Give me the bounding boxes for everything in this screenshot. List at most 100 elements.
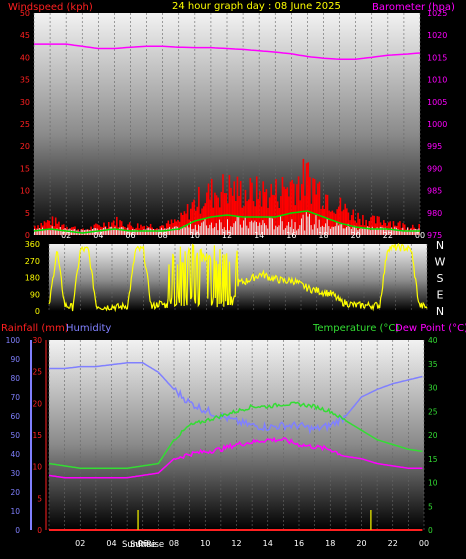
wind-gust-bar xyxy=(183,225,185,235)
wind-gust-bar xyxy=(106,229,108,235)
wind-gust-bar xyxy=(143,229,145,235)
hour-tick: 10 xyxy=(200,539,210,548)
wind-gust-bar xyxy=(138,230,140,235)
bottom-hour-tick-labels: 02 04 06 08 10 12 14 16 18 20 22 00 xyxy=(75,539,429,548)
wind-gust-bar xyxy=(114,226,116,235)
windspeed-bar xyxy=(54,217,57,235)
windspeed-bar xyxy=(331,210,334,235)
windspeed-bar xyxy=(51,216,54,235)
windspeed-bar xyxy=(378,216,380,235)
wind-gust-bar xyxy=(241,227,243,235)
wind-gust-bar xyxy=(357,230,359,235)
wind-gust-bar xyxy=(281,221,283,235)
humidity-tick: 70 xyxy=(10,393,20,402)
windspeed-bar xyxy=(329,211,332,235)
windspeed-bar xyxy=(270,183,273,235)
wind-gust-bar xyxy=(313,224,315,235)
windspeed-bar xyxy=(236,176,239,235)
wind-gust-bar xyxy=(397,229,399,235)
wind-gust-bar xyxy=(259,222,261,235)
wind-gust-bar xyxy=(363,227,365,235)
wind-gust-bar xyxy=(410,228,412,235)
hour-tick: 02 xyxy=(75,539,85,548)
wind-gust-bar xyxy=(111,226,113,235)
wind-gust-bar xyxy=(389,229,391,235)
wind-gust-bar xyxy=(376,227,378,235)
wind-gust-bar xyxy=(307,216,309,235)
wind-gust-bar xyxy=(190,221,192,235)
windspeed-bar xyxy=(346,208,348,235)
wind-gust-bar xyxy=(288,221,290,235)
wind-gust-bar xyxy=(169,226,171,235)
windspeed-bar xyxy=(222,174,224,235)
wind-gust-bar xyxy=(151,229,153,235)
wind-gust-bar xyxy=(116,229,118,235)
wind-gust-bar xyxy=(218,219,220,235)
wind-gust-bar xyxy=(321,225,323,235)
direction-tick: 90 xyxy=(30,290,40,299)
wind-gust-bar xyxy=(267,228,269,235)
windspeed-bar xyxy=(220,191,223,235)
windspeed-bar xyxy=(350,215,353,235)
wind-gust-bar xyxy=(178,230,180,235)
windspeed-bar xyxy=(98,225,100,235)
windspeed-bar xyxy=(326,194,329,235)
windspeed-bar xyxy=(347,212,350,235)
rain-humidity-temp-panel xyxy=(49,340,424,530)
compass-label: W xyxy=(435,256,446,269)
wind-gust-bar xyxy=(107,228,109,235)
wind-gust-bar xyxy=(167,228,169,235)
rainfall-tick: 20 xyxy=(32,399,42,408)
windspeed-bar xyxy=(310,203,313,235)
windspeed-bar xyxy=(389,221,392,235)
wind-gust-bar xyxy=(53,228,55,235)
wind-gust-bar xyxy=(46,229,48,235)
wind-gust-bar xyxy=(254,220,256,235)
wind-gust-bar xyxy=(48,228,50,235)
wind-gust-bar xyxy=(222,228,224,235)
wind-gust-bar xyxy=(383,227,385,235)
wind-gust-bar xyxy=(120,227,122,235)
windspeed-bar xyxy=(276,201,279,235)
windspeed-bar xyxy=(275,179,277,235)
wind-gust-bar xyxy=(252,222,254,235)
wind-gust-bar xyxy=(413,229,415,235)
direction-tick: 180 xyxy=(25,274,40,283)
wind-gust-bar xyxy=(272,218,274,235)
hour-tick: 12 xyxy=(231,539,241,548)
temperature-tick: 30 xyxy=(428,384,438,393)
windspeed-bar xyxy=(294,205,297,235)
windspeed-bar xyxy=(321,205,324,235)
wind-gust-bar xyxy=(196,230,198,235)
windspeed-bar xyxy=(241,207,244,235)
wind-gust-bar xyxy=(54,229,56,235)
windspeed-bar xyxy=(297,176,300,235)
dew-point-line xyxy=(48,436,423,479)
humidity-tick-labels: 0 10 20 30 40 50 60 70 80 90 100 xyxy=(6,336,21,535)
wind-gust-bar xyxy=(336,222,338,235)
wind-gust-bar xyxy=(334,226,336,235)
windspeed-bar xyxy=(212,207,215,235)
wind-gust-bar xyxy=(99,229,101,235)
humidity-tick: 10 xyxy=(10,507,20,516)
hour-tick: 06 xyxy=(138,539,148,548)
compass-label: S xyxy=(437,272,444,285)
windspeed-bar xyxy=(249,177,252,235)
wind-gust-bar xyxy=(325,223,327,235)
wind-gust-bar xyxy=(212,228,214,235)
windspeed-tick: 40 xyxy=(20,53,30,62)
windspeed-bar xyxy=(383,220,385,235)
windspeed-bar xyxy=(188,219,190,235)
wind-gust-bar xyxy=(194,224,196,235)
wind-gust-bar xyxy=(185,227,187,235)
barometer-tick: 1000 xyxy=(427,120,447,129)
wind-gust-bar xyxy=(260,225,262,235)
wind-gust-bar xyxy=(331,226,333,235)
wind-gust-bar xyxy=(283,229,285,235)
wind-gust-bar xyxy=(309,213,311,235)
windspeed-bar xyxy=(112,220,115,235)
barometer-tick: 990 xyxy=(427,164,442,173)
wind-gust-bar xyxy=(164,228,166,235)
